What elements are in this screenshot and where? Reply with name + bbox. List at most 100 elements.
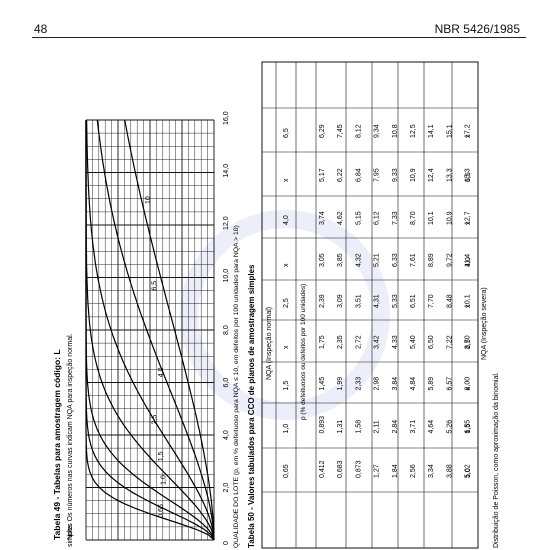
page-number: 48 — [34, 22, 48, 36]
table-cell: 3,85 — [337, 253, 344, 267]
oc-curve-chart: 0 2,0 4,0 6,0 8,0 10,0 12,0 14,0 16,0 0,65 1,0 1,5 2… — [85, 111, 230, 545]
column-header-severa: 1,0 — [465, 468, 472, 478]
x-tick-label: 14,0 — [223, 164, 230, 178]
table-cell: 6,22 — [337, 168, 344, 182]
table-cell: 5,89 — [428, 377, 435, 391]
document-id: NBR 5426/1985 — [434, 22, 520, 36]
column-header-severa: 6,5 — [465, 172, 472, 182]
table-cell: 2,11 — [374, 420, 381, 433]
x-tick-label: 16,0 — [223, 111, 230, 125]
header-rule — [32, 37, 526, 38]
table-cell: 3,84 — [392, 377, 399, 391]
table-cell: 2,56 — [410, 464, 417, 478]
table-cell: 8,48 — [446, 294, 453, 308]
oc-curve — [85, 120, 215, 541]
curve-label: 10 — [145, 196, 152, 204]
table-cell: 9,34 — [374, 124, 381, 138]
curve-label: 4,0 — [158, 367, 165, 377]
table-cell: 10,1 — [465, 294, 472, 308]
column-header: 1,5 — [283, 381, 290, 391]
table-cell: 11,4 — [465, 254, 472, 267]
column-header-severa: x — [465, 304, 472, 308]
table-cell: 13,3 — [446, 168, 453, 182]
column-header: 6,5 — [283, 128, 290, 138]
column-header: x — [283, 178, 290, 182]
table50: NQA (Inspeção normal) p (% defeituosos ou… — [261, 61, 500, 549]
table-cell: 4,84 — [410, 377, 417, 391]
x-tick-label: 8,0 — [223, 325, 230, 335]
table-cell: 5,33 — [392, 294, 399, 308]
table-cell: 12,5 — [410, 124, 417, 138]
table-cell: 6,50 — [428, 335, 435, 349]
table-cell: 5,26 — [446, 420, 453, 434]
table-cell: 14,1 — [428, 124, 435, 138]
column-header-severa: 4,0 — [465, 257, 472, 267]
table-cell: 6,57 — [446, 377, 453, 391]
table-cell: 6,51 — [410, 294, 417, 308]
table-cell: 5,02 — [465, 464, 472, 478]
table-cell: 0,412 — [319, 460, 326, 478]
table-cell: 2,84 — [392, 420, 399, 434]
table-cell: 1,45 — [319, 377, 326, 391]
table-cell: 1,58 — [355, 420, 362, 434]
unit-row-label: p (% defeituosos ou defeitos por 100 uni… — [300, 284, 307, 420]
table-cell: 1,75 — [319, 335, 326, 349]
table49-xaxis-label: QUALIDADE DO LOTE (p, em % defeituoso pa… — [233, 225, 240, 548]
table-cell: 6,84 — [355, 168, 362, 182]
table-cell: 17,2 — [465, 124, 472, 138]
table-cell: 0,683 — [337, 460, 344, 478]
table-cell: 5,40 — [410, 335, 417, 349]
table-cell: 1,99 — [337, 377, 344, 391]
column-header-severa: x — [465, 221, 472, 225]
table-cell: 7,70 — [428, 294, 435, 308]
table-cell: 7,22 — [446, 335, 453, 349]
nqa-normal-label: NQA (Inspeção normal) — [266, 307, 273, 380]
curve-label: 1,0 — [160, 475, 167, 485]
column-header-severa: x — [465, 134, 472, 138]
table-cell: 7,33 — [392, 211, 399, 225]
table-cell: 1,84 — [392, 464, 399, 478]
table-cell: 4,31 — [374, 294, 381, 308]
column-header: 0,65 — [283, 464, 290, 478]
table-cell: 7,61 — [410, 253, 417, 267]
table-cell: 8,70 — [410, 211, 417, 225]
table-cell: 15,1 — [446, 124, 453, 138]
column-header: 2,5 — [283, 298, 290, 308]
table-cell: 1,31 — [337, 420, 344, 434]
page-header: 48 NBR 5426/1985 — [0, 18, 550, 38]
table-cell: 10,9 — [410, 168, 417, 182]
table50-footnote: Distribuição de Poisson, como aproximaçã… — [493, 372, 500, 548]
table-cell: 2,33 — [355, 377, 362, 391]
table-cell: 4,64 — [428, 420, 435, 434]
table-cell: 2,35 — [337, 335, 344, 349]
table-cell: 3,42 — [374, 335, 381, 349]
table-cell: 3,88 — [446, 464, 453, 478]
table-cell: 4,32 — [355, 253, 362, 267]
x-tick-label: 10,0 — [223, 269, 230, 283]
table-cell: 8,70 — [465, 335, 472, 349]
table-cell: 8,89 — [428, 253, 435, 267]
x-tick-label: 4,0 — [223, 430, 230, 440]
x-tick-label: 2,0 — [223, 483, 230, 493]
column-header: x — [283, 345, 290, 349]
table-cell: 6,29 — [319, 124, 326, 138]
table-cell: 3,71 — [410, 420, 417, 434]
table-cell: 10,9 — [446, 211, 453, 225]
table-cell: 4,62 — [337, 211, 344, 225]
table-cell: 3,34 — [428, 464, 435, 478]
table-cell: 10,1 — [428, 211, 435, 225]
curve-label: 1,5 — [158, 451, 165, 461]
table-cell: 5,17 — [319, 168, 326, 182]
x-tick-label: 12,0 — [223, 216, 230, 230]
table-cell: 3,74 — [319, 211, 326, 225]
table-cell: 5,21 — [374, 253, 381, 267]
table-cell: 15,3 — [465, 168, 472, 182]
column-header-severa: 1,5 — [465, 424, 472, 434]
oc-curve — [86, 119, 215, 541]
table-cell: 8,12 — [355, 124, 362, 138]
table-cell: 3,09 — [337, 294, 344, 308]
table-cell: 3,51 — [355, 294, 362, 308]
table49-note: Nota: Os números nas curvas indicam NQA … — [67, 333, 74, 540]
table-cell: 2,98 — [374, 377, 381, 391]
